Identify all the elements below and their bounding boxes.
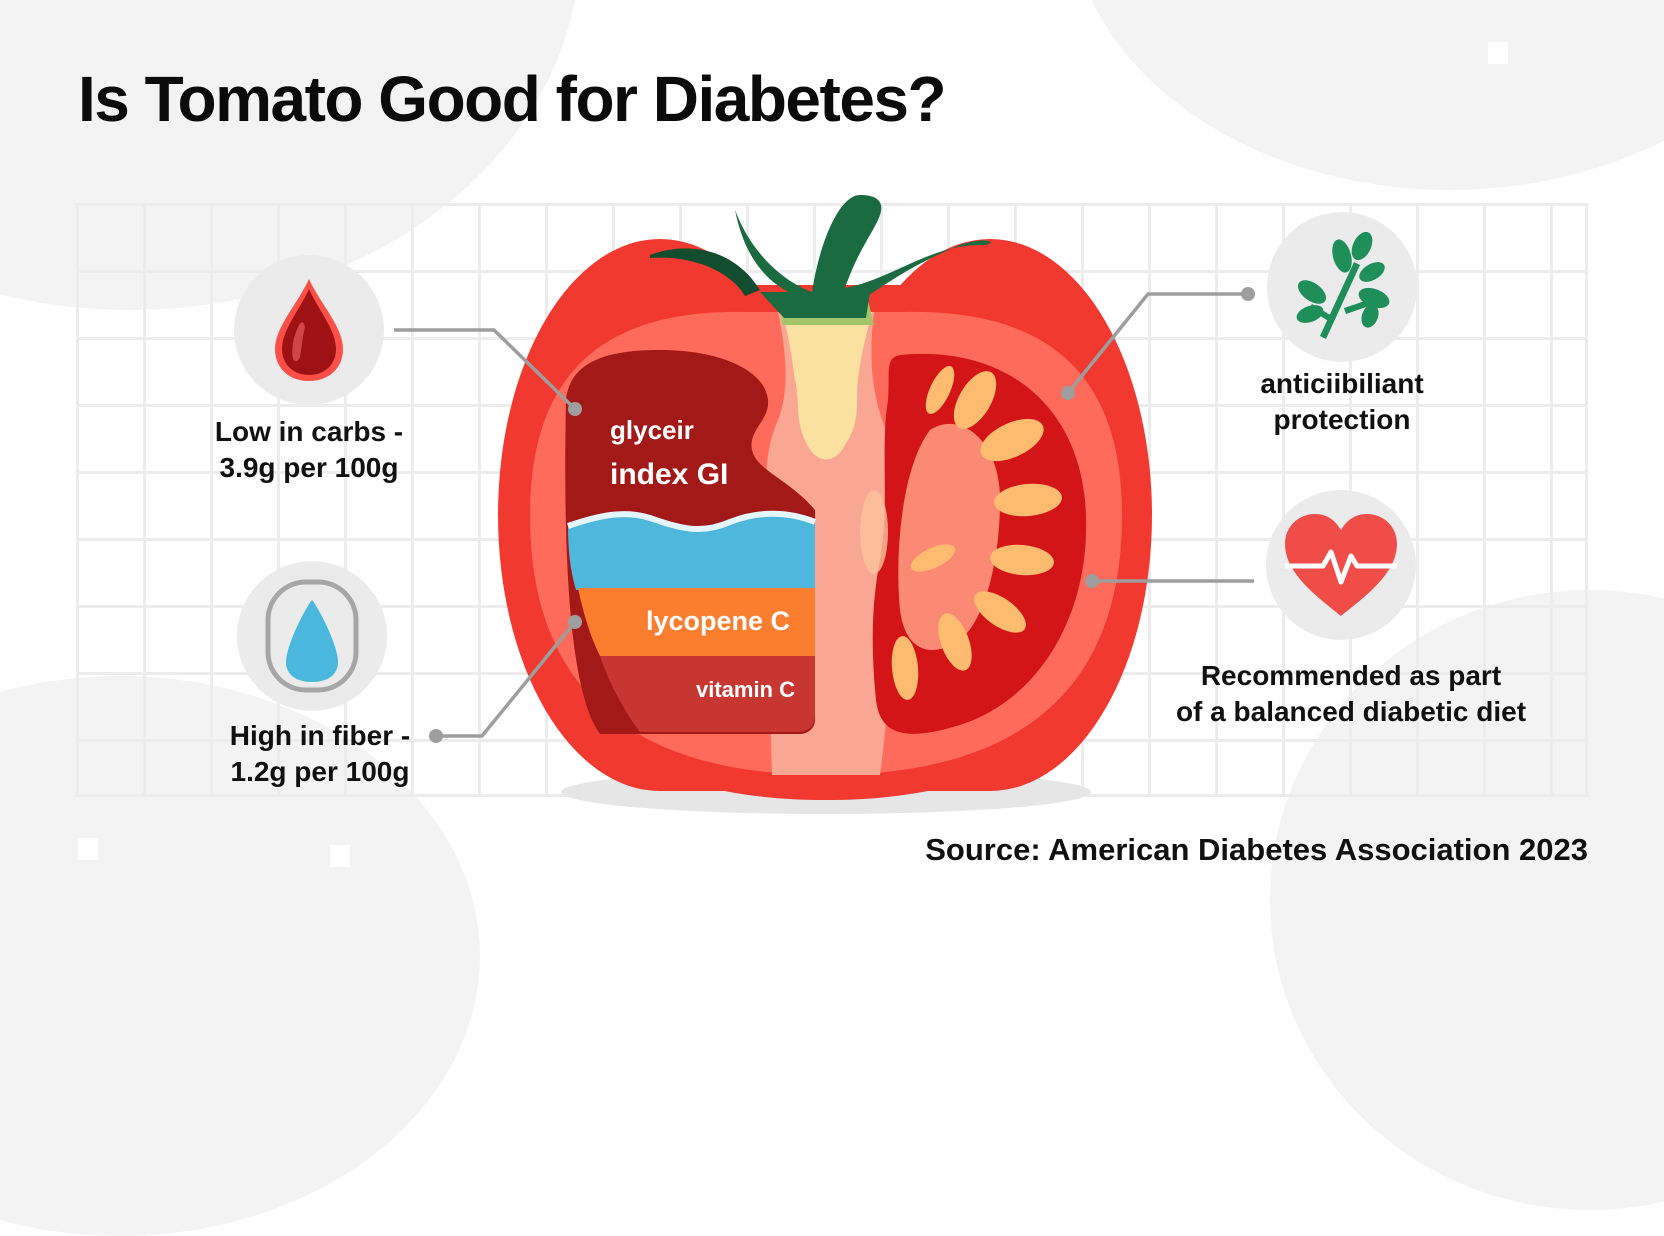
water-drop-icon — [265, 579, 359, 693]
tomato-label-gi-line2: index GI — [610, 458, 728, 491]
carbs-icon-badge — [234, 255, 384, 405]
fiber-label-line1: High in fiber - — [229, 720, 411, 751]
antioxidant-label: anticiibiliant protection — [1232, 366, 1452, 438]
blood-drop-icon — [275, 279, 343, 381]
background-square — [78, 838, 98, 860]
heart-pulse-icon — [1285, 514, 1397, 616]
antioxidant-label-line2: protection — [1273, 404, 1411, 435]
fiber-label: High in fiber - 1.2g per 100g — [210, 718, 430, 790]
diet-icon-badge — [1266, 490, 1416, 640]
tomato-illustration: glyceir index GI lycopene C vitamin C — [394, 195, 1255, 814]
connector-lines — [394, 292, 1254, 738]
leaf-sprig-icon — [1296, 232, 1390, 339]
carbs-label: Low in carbs - 3.9g per 100g — [194, 414, 424, 486]
page-title: Is Tomato Good for Diabetes? — [78, 63, 947, 135]
background-square — [330, 845, 350, 867]
diet-label: Recommended as part of a balanced diabet… — [1166, 658, 1536, 730]
diet-label-line1: Recommended as part — [1200, 660, 1502, 691]
diet-label-line2: of a balanced diabetic diet — [1175, 696, 1527, 727]
tomato-label-lycopene: lycopene C — [646, 606, 790, 636]
background-square — [1488, 42, 1508, 64]
fiber-icon-badge — [237, 561, 387, 711]
carbs-label-line2: 3.9g per 100g — [219, 452, 399, 483]
fiber-label-line2: 1.2g per 100g — [230, 756, 410, 787]
source-citation: Source: American Diabetes Association 20… — [925, 832, 1588, 867]
tomato-label-gi-line1: glyceir — [610, 415, 694, 445]
antioxidant-icon-badge — [1267, 212, 1417, 362]
carbs-label-line1: Low in carbs - — [214, 416, 404, 447]
antioxidant-label-line1: anticiibiliant — [1260, 368, 1424, 399]
tomato-label-vitamin: vitamin C — [696, 677, 795, 702]
